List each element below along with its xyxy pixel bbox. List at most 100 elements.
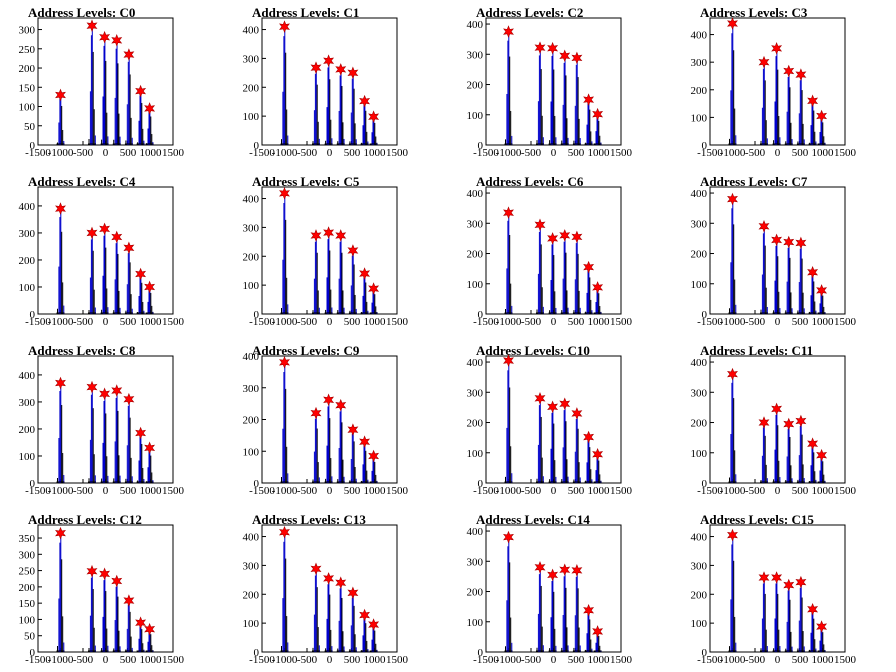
y-tick-label: 400 xyxy=(19,370,36,382)
y-tick-label: 0 xyxy=(254,140,260,152)
y-tick-label: 0 xyxy=(30,478,36,490)
y-tick-label: 100 xyxy=(243,280,260,292)
peak-marker xyxy=(783,578,795,592)
x-tick-label: 500 xyxy=(568,316,585,328)
y-tick-label: 0 xyxy=(702,647,708,659)
x-tick-label: 500 xyxy=(120,654,137,666)
peak-marker xyxy=(123,594,135,607)
y-tick-label: 300 xyxy=(243,53,260,65)
x-tick-label: -500 xyxy=(745,485,766,497)
x-tick-label: 0 xyxy=(327,485,333,497)
y-tick-label: 100 xyxy=(243,618,260,630)
x-tick-label: 0 xyxy=(103,485,109,497)
x-tick-label: 1000 xyxy=(140,147,163,159)
peak-marker xyxy=(571,407,583,420)
x-tick-label: 500 xyxy=(120,147,137,159)
peak-marker xyxy=(368,449,380,463)
y-tick-label: 50 xyxy=(24,631,36,643)
peak-marker xyxy=(771,571,783,584)
peak-marker xyxy=(123,48,135,61)
x-tick-label: -500 xyxy=(745,316,766,328)
peak-marker xyxy=(727,528,738,542)
y-tick-label: 200 xyxy=(467,587,484,599)
x-tick-label: -1500 xyxy=(697,654,723,666)
y-tick-label: 0 xyxy=(702,478,708,490)
x-tick-label: -500 xyxy=(521,485,542,497)
y-tick-label: 400 xyxy=(467,188,484,200)
x-tick-label: 1000 xyxy=(812,485,835,497)
x-tick-label: -1000 xyxy=(272,147,298,159)
chart-title: Address Levels: C8 xyxy=(28,343,136,358)
x-tick-label: 500 xyxy=(344,316,361,328)
peak-marker xyxy=(795,575,807,589)
y-tick-label: 150 xyxy=(19,82,36,94)
x-tick-label: 1000 xyxy=(588,654,611,666)
peak-marker xyxy=(135,616,147,629)
chart-10: Address Levels: C10 0 100 200 300 400 -1500-10… xyxy=(467,343,633,497)
y-tick-label: 100 xyxy=(467,448,484,460)
x-tick-label: 1500 xyxy=(834,147,857,159)
y-tick-label: 300 xyxy=(467,387,484,399)
peak-marker xyxy=(771,233,783,247)
chart-5: Address Levels: C5 0 100 200 300 400 -1500-100… xyxy=(243,174,409,328)
y-tick-label: 200 xyxy=(19,582,36,594)
y-tick-label: 250 xyxy=(19,44,36,56)
x-tick-label: -1000 xyxy=(720,147,746,159)
peak-marker xyxy=(771,42,783,55)
peak-marker xyxy=(795,236,807,250)
x-tick-label: -1000 xyxy=(496,485,522,497)
chart-13: Address Levels: C13 0 100 200 300 400 -1500-10… xyxy=(243,512,409,666)
peak-marker xyxy=(783,235,795,249)
chart-title: Address Levels: C0 xyxy=(28,5,135,20)
chart-title: Address Levels: C1 xyxy=(252,5,359,20)
x-tick-label: -1000 xyxy=(48,316,74,328)
peak-marker xyxy=(99,567,111,581)
x-tick-label: -500 xyxy=(521,147,542,159)
x-tick-label: 1500 xyxy=(162,654,185,666)
y-tick-label: 300 xyxy=(19,549,36,561)
x-tick-label: 1500 xyxy=(834,654,857,666)
y-tick-label: 400 xyxy=(467,19,484,31)
x-tick-label: 0 xyxy=(327,654,333,666)
y-tick-label: 200 xyxy=(467,80,484,92)
x-tick-label: -1000 xyxy=(720,654,746,666)
y-tick-label: 300 xyxy=(243,222,260,234)
x-tick-label: -500 xyxy=(745,147,766,159)
chart-title: Address Levels: C13 xyxy=(252,512,366,527)
x-tick-label: 1000 xyxy=(364,316,387,328)
y-tick-label: 150 xyxy=(19,598,36,610)
x-tick-label: 0 xyxy=(551,147,557,159)
peak-marker xyxy=(335,229,347,242)
peak-marker xyxy=(99,222,111,236)
x-tick-label: 1000 xyxy=(812,654,835,666)
chart-title: Address Levels: C2 xyxy=(476,5,583,20)
y-tick-label: 400 xyxy=(691,357,708,369)
x-tick-label: 1500 xyxy=(834,485,857,497)
x-tick-label: -500 xyxy=(297,316,318,328)
chart-2: Address Levels: C2 0 100 200 300 400 -1500-100… xyxy=(467,5,633,159)
peak-marker xyxy=(571,51,583,65)
y-tick-label: 0 xyxy=(478,309,484,321)
peak-marker xyxy=(86,226,98,240)
y-tick-label: 0 xyxy=(254,309,260,321)
y-tick-label: 300 xyxy=(691,218,708,230)
y-tick-label: 100 xyxy=(243,446,260,458)
y-tick-label: 0 xyxy=(254,478,260,490)
y-tick-label: 400 xyxy=(243,532,260,544)
x-tick-label: 0 xyxy=(103,316,109,328)
peak-marker xyxy=(323,572,335,585)
chart-0: Address Levels: C0 0 50 100 150 200 250 300 -150… xyxy=(19,5,185,159)
chart-title: Address Levels: C9 xyxy=(252,343,360,358)
peak-marker xyxy=(144,102,156,115)
x-tick-label: -1000 xyxy=(48,485,74,497)
chart-title: Address Levels: C14 xyxy=(476,512,590,527)
peak-marker xyxy=(592,281,604,294)
y-tick-label: 0 xyxy=(702,309,708,321)
x-tick-label: -1500 xyxy=(25,316,51,328)
x-tick-label: 1500 xyxy=(386,654,409,666)
y-tick-label: 400 xyxy=(243,25,260,37)
x-tick-label: -1500 xyxy=(473,316,499,328)
x-tick-label: -1500 xyxy=(249,147,275,159)
peak-marker xyxy=(359,267,371,280)
x-tick-label: 500 xyxy=(792,485,809,497)
